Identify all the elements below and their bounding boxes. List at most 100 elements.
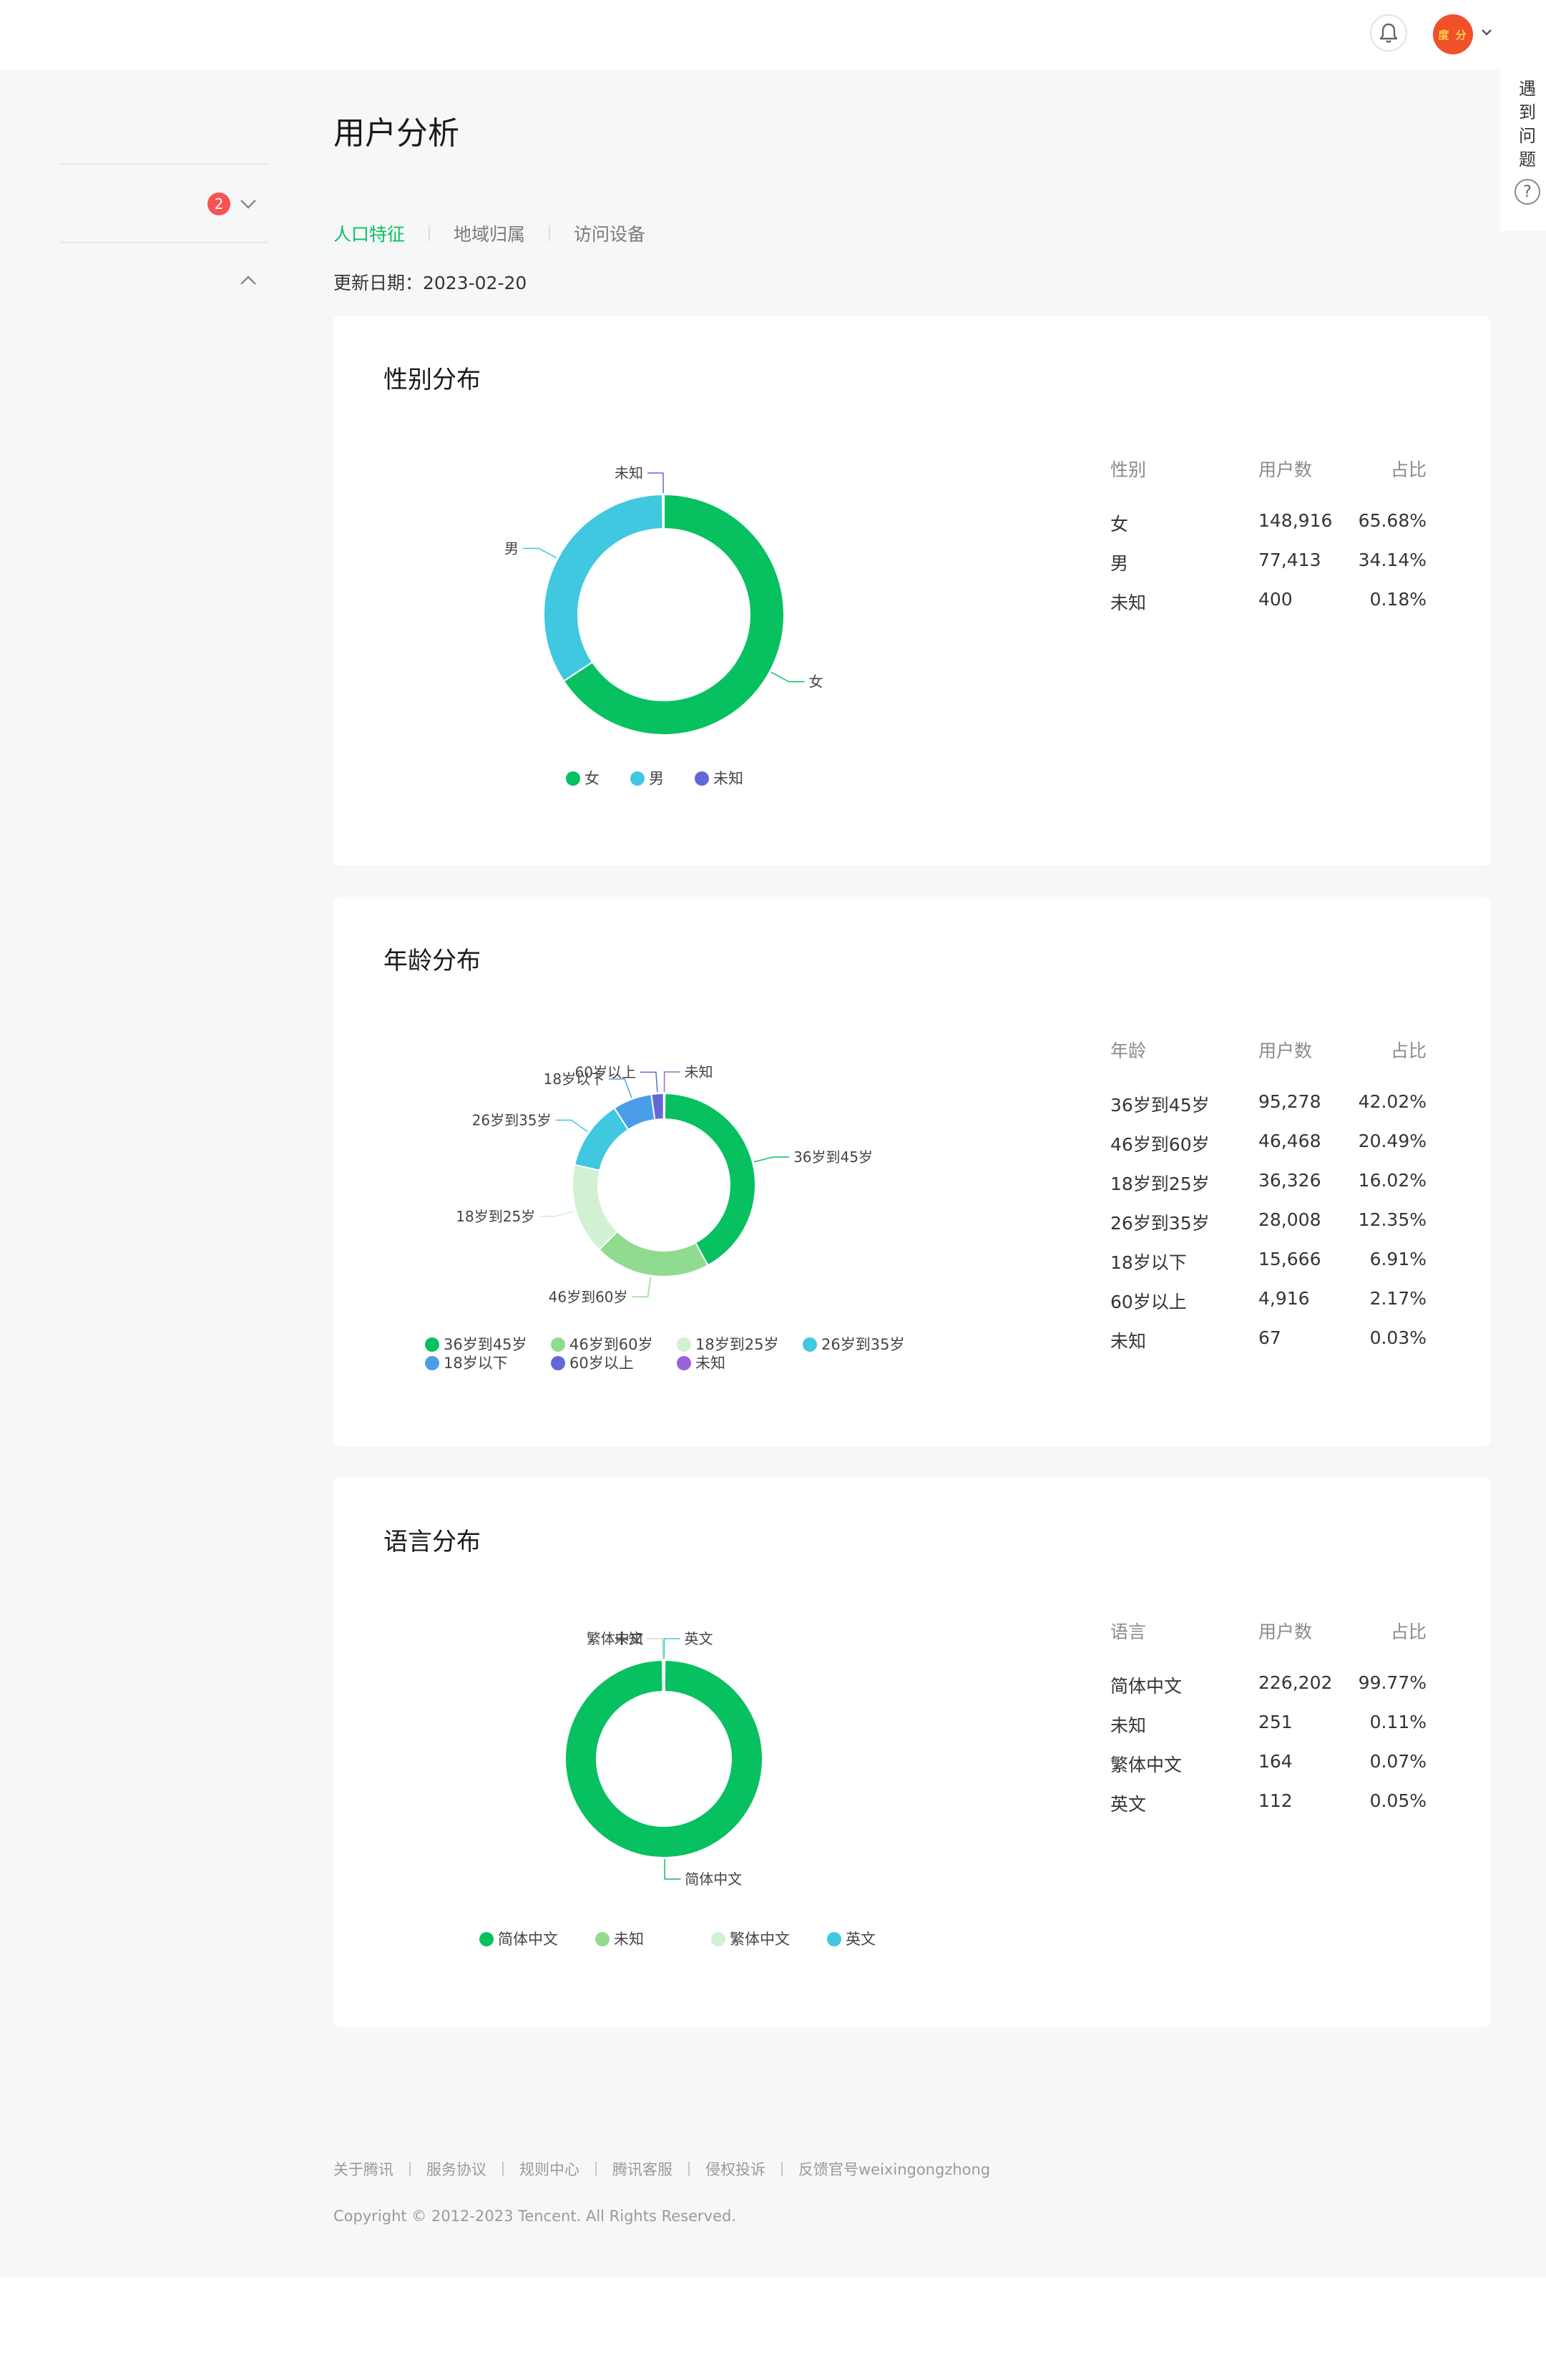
help-label[interactable]: 遇到问题 — [1519, 79, 1536, 170]
row-label: 简体中文 — [1110, 1676, 1183, 1697]
legend-label: 18岁以下 — [444, 1355, 508, 1372]
table-row: 26岁到35岁 28,008 12.35% — [1110, 1209, 1427, 1249]
donut-slice — [662, 1092, 666, 1121]
row-pct: 2.17% — [1369, 1288, 1427, 1309]
help-panel[interactable] — [1499, 69, 1546, 231]
row-label: 繁体中文 — [1110, 1755, 1183, 1775]
footer-link[interactable]: 关于腾讯 — [333, 2161, 393, 2178]
donut-slice — [543, 493, 664, 683]
slice-label: 18岁以下 — [544, 1070, 605, 1088]
footer-link[interactable]: 侵权投诉 — [705, 2161, 765, 2178]
tab-divider — [549, 225, 551, 241]
language-card: 语言分布 简体中文 未知 繁体中文 英文 简体中文 未知 繁体中文 英文 语言 用户数 占比 … — [333, 1478, 1490, 2027]
leader-line — [647, 472, 664, 494]
slice-label: 简体中文 — [685, 1871, 742, 1888]
row-pct: 42.02% — [1358, 1091, 1427, 1112]
row-count: 36,326 — [1258, 1170, 1321, 1191]
update-date: 更新日期：2023-02-20 — [333, 273, 527, 293]
footer-links: 关于腾讯 服务协议 规则中心 腾讯客服 侵权投诉 反馈官号weixingongz… — [333, 2158, 990, 2180]
legend-label: 46岁到60岁 — [569, 1336, 652, 1353]
sidebar-chevron-up-icon[interactable] — [239, 275, 258, 286]
footer-link[interactable]: 腾讯客服 — [612, 2161, 672, 2178]
leader-line — [632, 1277, 652, 1298]
row-count: 46,468 — [1258, 1131, 1321, 1151]
row-label: 60岁以上 — [1110, 1292, 1187, 1312]
row-label: 未知 — [1110, 592, 1147, 613]
table-row: 英文 112 0.05% — [1110, 1790, 1427, 1830]
table-row: 18岁到25岁 36,326 16.02% — [1110, 1170, 1427, 1209]
row-pct: 12.35% — [1358, 1209, 1427, 1230]
slice-label: 未知 — [615, 1630, 643, 1647]
legend-dot — [595, 1932, 610, 1946]
row-count: 226,202 — [1258, 1672, 1333, 1693]
table-row: 男 77,413 34.14% — [1110, 550, 1427, 589]
tab-device[interactable]: 访问设备 — [574, 224, 646, 245]
row-count: 251 — [1258, 1712, 1293, 1732]
row-pct: 99.77% — [1358, 1672, 1427, 1693]
slice-label: 18岁到25岁 — [456, 1208, 535, 1225]
row-pct: 0.03% — [1369, 1327, 1427, 1348]
leader-line — [663, 1638, 680, 1659]
table-row: 简体中文 226,202 99.77% — [1110, 1672, 1427, 1712]
legend-label: 简体中文 — [498, 1931, 558, 1948]
leader-line — [770, 671, 805, 683]
slice-label: 男 — [504, 540, 519, 557]
tab-demographics[interactable]: 人口特征 — [333, 224, 406, 245]
col-label: 语言 — [1110, 1621, 1147, 1642]
legend-label: 女 — [584, 770, 600, 787]
slice-label: 60岁以上 — [575, 1063, 636, 1081]
row-label: 英文 — [1110, 1794, 1147, 1815]
sidebar-chevron-down-icon[interactable] — [239, 198, 258, 210]
legend-dot — [630, 771, 645, 786]
top-bar: 度 分 — [0, 0, 1546, 69]
leader-line — [523, 547, 557, 559]
col-pct: 占比 — [1390, 459, 1427, 480]
row-pct: 0.11% — [1369, 1712, 1427, 1732]
col-pct: 占比 — [1390, 1621, 1427, 1642]
row-label: 男 — [1110, 553, 1129, 574]
legend-dot — [711, 1932, 725, 1946]
donut-slice — [564, 1659, 763, 1858]
row-count: 112 — [1258, 1790, 1293, 1811]
legend-label: 未知 — [614, 1931, 644, 1948]
footer-divider — [409, 2162, 411, 2176]
col-count: 用户数 — [1258, 1040, 1313, 1061]
slice-label: 未知 — [685, 1063, 713, 1081]
slice-label: 46岁到60岁 — [549, 1288, 628, 1305]
table-row: 36岁到45岁 95,278 42.02% — [1110, 1091, 1427, 1131]
table-row: 未知 251 0.11% — [1110, 1712, 1427, 1751]
tab-divider — [429, 225, 431, 241]
row-label: 未知 — [1110, 1715, 1147, 1736]
row-pct: 20.49% — [1358, 1131, 1427, 1151]
slice-label: 36岁到45岁 — [793, 1148, 873, 1166]
chevron-down-icon[interactable] — [1480, 26, 1493, 39]
table-row: 未知 67 0.03% — [1110, 1327, 1427, 1367]
footer-link[interactable]: 服务协议 — [426, 2161, 486, 2178]
leader-line — [647, 1638, 664, 1659]
footer-link[interactable]: 规则中心 — [519, 2161, 579, 2178]
donut-slice — [597, 1230, 709, 1277]
age-title: 年龄分布 — [383, 947, 481, 975]
table-row: 18岁以下 15,666 6.91% — [1110, 1249, 1427, 1288]
row-count: 400 — [1258, 589, 1293, 610]
legend-label: 繁体中文 — [730, 1931, 790, 1948]
question-icon[interactable]: ? — [1515, 179, 1540, 205]
leader-line — [663, 1071, 680, 1093]
legend-label: 18岁到25岁 — [695, 1336, 778, 1353]
donut-slice — [663, 1092, 756, 1267]
row-count: 77,413 — [1258, 550, 1321, 570]
notification-bell-icon[interactable] — [1370, 14, 1407, 52]
row-label: 18岁到25岁 — [1110, 1174, 1210, 1194]
tab-region[interactable]: 地域归属 — [454, 224, 526, 245]
footer-link[interactable]: 反馈官号weixingongzhong — [798, 2161, 991, 2178]
language-table: 语言 用户数 占比 简体中文 226,202 99.77% 未知 251 0.1… — [1110, 1618, 1427, 1830]
gender-donut-chart: 女男未知女男未知 — [504, 464, 823, 787]
sidebar-divider — [61, 242, 268, 243]
row-label: 女 — [1110, 514, 1129, 535]
copyright: Copyright © 2012-2023 Tencent. All Right… — [333, 2208, 736, 2225]
avatar[interactable]: 度 分 — [1433, 14, 1473, 54]
leader-line — [539, 1210, 575, 1217]
legend-dot — [695, 771, 709, 786]
legend-label: 未知 — [695, 1355, 725, 1372]
